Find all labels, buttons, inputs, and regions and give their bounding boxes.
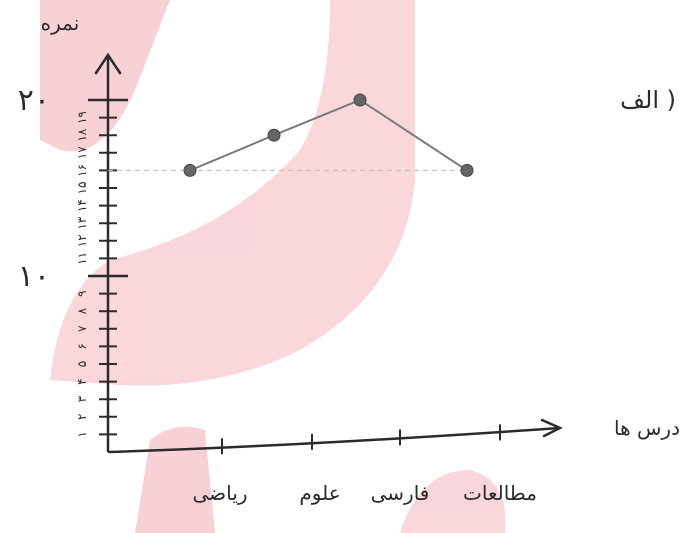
series-line	[189, 98, 468, 172]
y-minor-tick-label: ۵	[75, 361, 89, 367]
y-axis-arrow	[94, 52, 122, 75]
y-minor-tick-label: ۱۵	[75, 182, 89, 195]
data-points	[183, 93, 474, 177]
x-tick-label: فارسی	[371, 481, 430, 505]
y-minor-tick-label: ۸	[75, 307, 89, 314]
x-tick-label: مطالعات	[463, 481, 537, 505]
data-point	[183, 163, 197, 177]
panel-label: الف )	[620, 86, 676, 114]
y-minor-tick-label: ۱۷	[75, 146, 89, 159]
y-axis-ticks	[88, 98, 128, 436]
y-minor-tick-label: ۹	[75, 290, 89, 296]
data-point	[267, 128, 281, 142]
y-tick-label: ۱۰	[18, 259, 50, 294]
watermark-shape-bottom	[135, 426, 215, 533]
y-minor-tick-label: ۴	[75, 378, 89, 384]
y-minor-tick-label: ۶	[75, 343, 89, 349]
y-axis-label: نمره	[41, 11, 80, 35]
y-minor-tick-label: ۷	[75, 325, 89, 332]
y-minor-tick-label: ۱۱	[75, 252, 89, 265]
y-tick-label: ۲۰	[18, 83, 50, 118]
y-minor-tick-label: ۱۴	[75, 199, 89, 212]
watermark-shape-main	[50, 0, 415, 386]
axes	[94, 52, 563, 454]
y-minor-tick-label: ۱۸	[75, 128, 89, 141]
y-minor-tick-label: ۳	[75, 395, 89, 402]
x-tick-label: ریاضی	[193, 481, 248, 505]
y-minor-tick-label: ۲	[75, 414, 89, 420]
y-minor-tick-label: ۱	[75, 431, 89, 437]
x-axis-arrow	[540, 418, 563, 438]
x-tick-labels: ریاضی علوم فارسی مطالعات	[193, 481, 537, 505]
y-minor-tick-label: ۱۶	[75, 164, 89, 177]
watermark-shape-bottom-right	[400, 470, 506, 533]
y-minor-tick-label: ۱۲	[75, 234, 89, 247]
y-minor-tick-label: ۱۳	[75, 216, 89, 229]
x-axis-ticks	[221, 424, 501, 455]
y-minor-tick-label: ۱۹	[75, 111, 89, 124]
data-point	[353, 93, 367, 107]
x-axis-line	[107, 426, 561, 454]
data-point	[460, 163, 474, 177]
watermark	[40, 0, 506, 533]
x-axis-label: درس ها	[614, 416, 680, 440]
watermark-shape-top	[40, 0, 170, 152]
y-tick-labels: ۱۰ ۲۰	[18, 83, 50, 294]
x-tick-label: علوم	[299, 481, 340, 505]
